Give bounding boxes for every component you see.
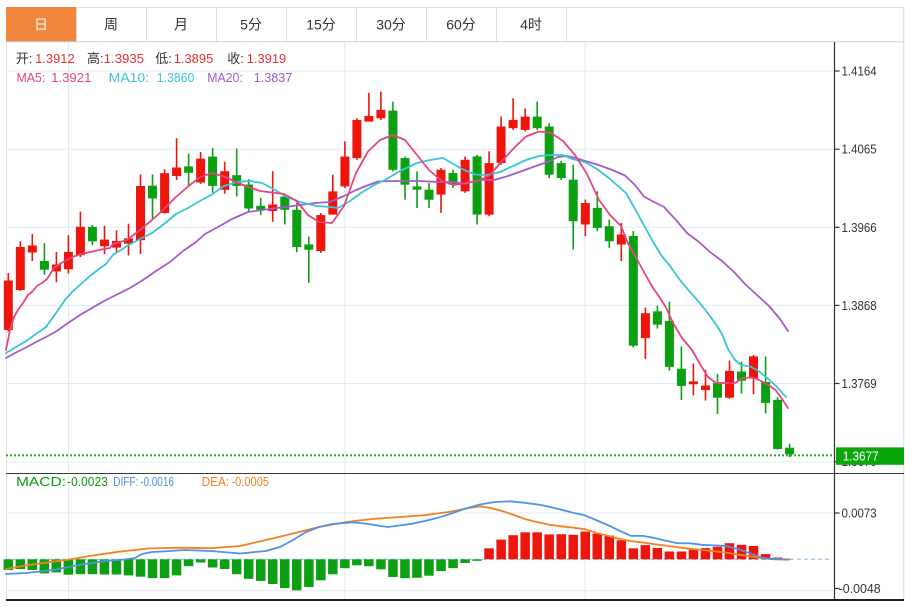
svg-text:1.4164: 1.4164: [842, 65, 877, 79]
svg-text:4时: 4时: [520, 17, 542, 33]
svg-text:日: 日: [34, 17, 48, 33]
svg-text:5分: 5分: [240, 17, 262, 33]
svg-text:1.3677: 1.3677: [843, 448, 879, 463]
svg-text:-0.0048: -0.0048: [839, 582, 881, 596]
svg-text:周: 周: [104, 17, 118, 33]
svg-text:30分: 30分: [376, 17, 406, 33]
svg-text:1.3966: 1.3966: [842, 221, 877, 235]
svg-text:1.3769: 1.3769: [842, 377, 877, 391]
svg-text:1.3868: 1.3868: [842, 299, 877, 313]
svg-text:月: 月: [174, 17, 188, 33]
svg-text:1.4065: 1.4065: [842, 143, 877, 157]
svg-text:60分: 60分: [446, 17, 476, 33]
svg-text:15分: 15分: [306, 17, 336, 33]
svg-text:0.0073: 0.0073: [842, 507, 877, 521]
